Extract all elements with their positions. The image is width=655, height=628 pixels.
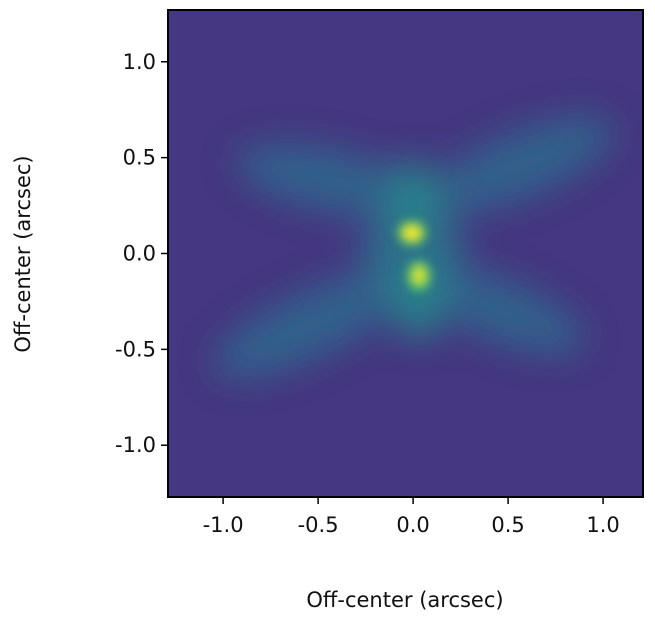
y-tick-label: 0.5 [123, 146, 156, 170]
y-tick-label: 0.0 [123, 242, 156, 266]
y-tick-label: -1.0 [115, 433, 156, 457]
x-tick-label: 0.5 [491, 513, 524, 537]
x-tick-label: -0.5 [298, 513, 339, 537]
x-tick-label: 1.0 [586, 513, 619, 537]
x-tick-label: -1.0 [203, 513, 244, 537]
y-axis-label: Off-center (arcsec) [11, 155, 35, 352]
x-tick-label: 0.0 [396, 513, 429, 537]
y-tick-label: 1.0 [123, 50, 156, 74]
image [168, 10, 643, 497]
x-axis-label: Off-center (arcsec) [306, 588, 503, 612]
y-tick-label: -0.5 [115, 337, 156, 361]
